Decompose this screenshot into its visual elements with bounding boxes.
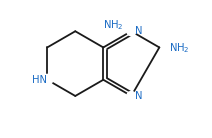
Text: N: N — [135, 91, 143, 101]
Circle shape — [42, 74, 53, 85]
Text: N: N — [135, 26, 143, 36]
Circle shape — [127, 91, 136, 100]
Text: NH$_2$: NH$_2$ — [103, 18, 123, 32]
Text: NH$_2$: NH$_2$ — [169, 41, 190, 55]
Circle shape — [127, 27, 136, 36]
Text: HN: HN — [32, 75, 47, 85]
